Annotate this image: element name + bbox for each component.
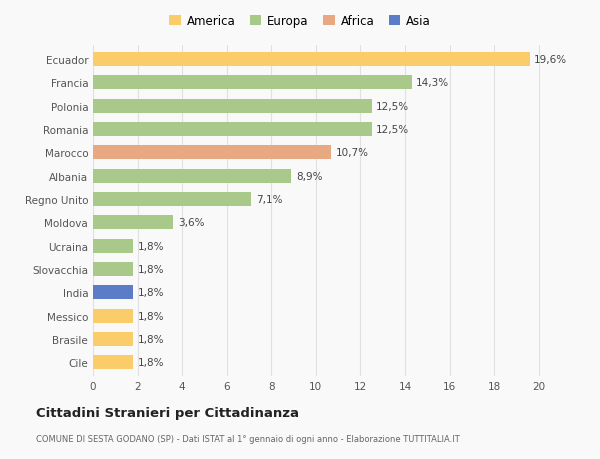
Text: 1,8%: 1,8% — [137, 358, 164, 367]
Text: Cittadini Stranieri per Cittadinanza: Cittadini Stranieri per Cittadinanza — [36, 406, 299, 419]
Text: 14,3%: 14,3% — [416, 78, 449, 88]
Bar — [93, 216, 173, 230]
Bar — [93, 123, 371, 137]
Text: 10,7%: 10,7% — [336, 148, 369, 158]
Text: 8,9%: 8,9% — [296, 171, 322, 181]
Text: 1,8%: 1,8% — [137, 241, 164, 251]
Text: 7,1%: 7,1% — [256, 195, 282, 205]
Bar — [93, 309, 133, 323]
Text: 1,8%: 1,8% — [137, 264, 164, 274]
Bar — [93, 169, 292, 183]
Bar — [93, 146, 331, 160]
Text: 19,6%: 19,6% — [534, 55, 568, 65]
Text: COMUNE DI SESTA GODANO (SP) - Dati ISTAT al 1° gennaio di ogni anno - Elaborazio: COMUNE DI SESTA GODANO (SP) - Dati ISTAT… — [36, 434, 460, 443]
Bar — [93, 100, 371, 113]
Text: 1,8%: 1,8% — [137, 334, 164, 344]
Bar — [93, 76, 412, 90]
Text: 12,5%: 12,5% — [376, 125, 409, 134]
Bar — [93, 192, 251, 207]
Bar — [93, 332, 133, 346]
Text: 3,6%: 3,6% — [178, 218, 204, 228]
Text: 1,8%: 1,8% — [137, 311, 164, 321]
Bar — [93, 285, 133, 300]
Legend: America, Europa, Africa, Asia: America, Europa, Africa, Asia — [167, 13, 433, 30]
Bar — [93, 239, 133, 253]
Bar — [93, 53, 530, 67]
Text: 1,8%: 1,8% — [137, 288, 164, 297]
Text: 12,5%: 12,5% — [376, 101, 409, 112]
Bar — [93, 355, 133, 369]
Bar — [93, 263, 133, 276]
